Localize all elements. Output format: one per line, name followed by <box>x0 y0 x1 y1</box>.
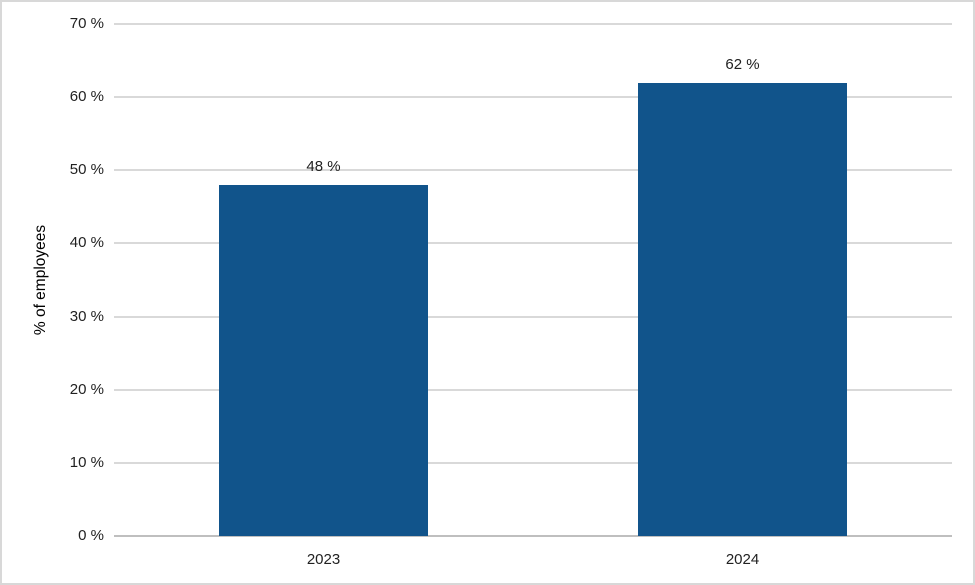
y-tick-label: 60 % <box>69 88 104 106</box>
bar-2024 <box>637 82 848 536</box>
y-tick-label: 40 % <box>69 234 104 252</box>
x-category-label: 2024 <box>725 551 760 568</box>
x-category-label: 2023 <box>306 551 341 568</box>
value-label-2024: 62 % <box>725 55 760 73</box>
y-tick-label: 70 % <box>69 15 104 32</box>
y-tick-label: 20 % <box>69 380 104 398</box>
value-label-2023: 48 % <box>306 157 341 175</box>
bar-2023 <box>218 184 429 536</box>
y-tick-label: 50 % <box>69 161 104 179</box>
y-tick-label: 30 % <box>69 307 104 325</box>
y-tick-label: 0 % <box>78 527 104 544</box>
y-tick-label: 10 % <box>69 453 104 471</box>
gridline <box>114 23 952 25</box>
